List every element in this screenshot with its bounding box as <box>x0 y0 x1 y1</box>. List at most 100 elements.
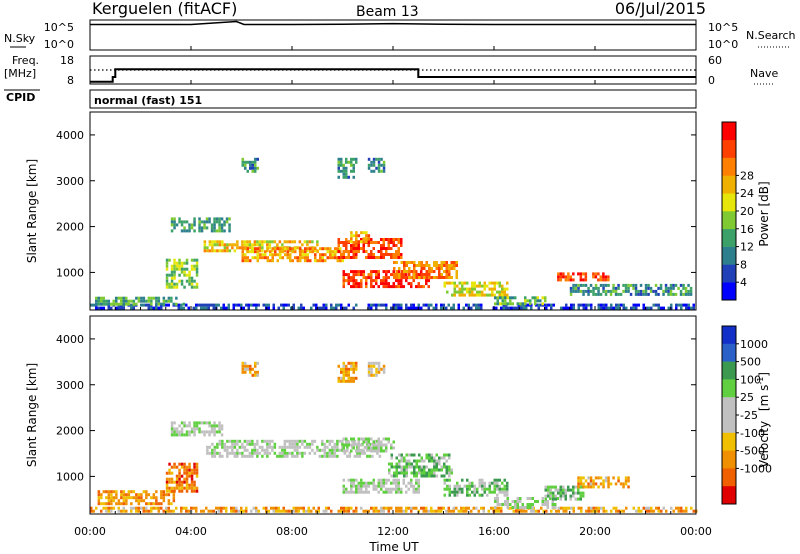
range-gate-cell <box>340 160 343 164</box>
range-gate-cell <box>430 267 433 270</box>
range-gate-cell <box>501 284 504 288</box>
range-gate-cell <box>218 442 222 446</box>
range-gate-cell <box>562 485 565 489</box>
range-gate-cell <box>559 485 562 489</box>
range-gate-cell <box>488 481 491 485</box>
range-gate-cell <box>245 509 248 513</box>
range-gate-cell <box>167 509 170 513</box>
range-gate-cell <box>347 506 350 510</box>
range-gate-cell <box>413 453 416 457</box>
range-gate-cell <box>377 370 381 374</box>
range-gate-cell <box>491 287 494 291</box>
range-gate-cell <box>231 451 234 455</box>
range-gate-cell <box>395 279 398 283</box>
range-gate-cell <box>217 506 220 510</box>
range-gate-cell <box>609 482 613 486</box>
range-gate-cell <box>220 509 223 513</box>
range-gate-cell <box>395 273 398 276</box>
range-gate-cell <box>337 250 340 253</box>
range-gate-cell <box>357 487 360 491</box>
range-gate-cell <box>347 373 350 377</box>
range-gate-cell <box>266 259 269 263</box>
range-gate-cell <box>244 163 247 167</box>
range-gate-cell <box>644 286 648 290</box>
range-gate-cell <box>313 451 317 455</box>
range-gate-cell <box>292 506 295 510</box>
range-gate-cell <box>261 445 264 449</box>
range-gate-cell <box>286 247 289 251</box>
range-gate-cell <box>420 267 423 270</box>
range-gate-cell <box>254 370 257 374</box>
range-gate-cell <box>365 437 368 441</box>
range-gate-cell <box>481 487 484 491</box>
range-gate-cell <box>597 289 600 293</box>
range-gate-cell <box>168 471 171 475</box>
range-gate-cell <box>331 454 334 458</box>
range-gate-cell <box>647 306 650 310</box>
range-gate-cell <box>352 306 355 310</box>
range-gate-cell <box>397 247 400 250</box>
range-gate-cell <box>400 509 403 513</box>
range-gate-cell <box>417 481 420 485</box>
range-gate-cell <box>637 292 640 296</box>
range-gate-cell <box>352 169 355 173</box>
range-gate-cell <box>378 454 382 458</box>
range-gate-cell <box>692 303 695 307</box>
range-gate-cell <box>165 258 169 262</box>
range-gate-cell <box>357 443 360 447</box>
range-gate-cell <box>433 471 436 475</box>
range-gate-cell <box>375 256 378 259</box>
range-gate-cell <box>405 471 408 475</box>
range-gate-cell <box>356 454 359 458</box>
range-gate-cell <box>501 487 504 491</box>
range-gate-cell <box>288 442 292 446</box>
range-gate-cell <box>347 276 350 280</box>
range-gate-cell <box>175 483 179 487</box>
range-gate-cell <box>577 303 580 307</box>
range-gate-cell <box>272 306 275 310</box>
range-gate-cell <box>627 286 630 290</box>
range-gate-cell <box>370 285 373 289</box>
range-gate-cell <box>395 276 398 279</box>
range-gate-cell <box>233 445 237 449</box>
range-gate-cell <box>347 509 350 513</box>
range-gate-cell <box>428 471 431 475</box>
range-gate-cell <box>473 293 476 297</box>
range-gate-cell <box>220 229 224 233</box>
range-gate-cell <box>355 231 358 235</box>
range-gate-cell <box>627 283 630 287</box>
range-gate-cell <box>218 220 221 224</box>
range-gate-cell <box>218 421 221 425</box>
range-gate-cell <box>342 172 345 176</box>
range-gate-cell <box>667 286 670 290</box>
range-gate-cell <box>140 303 143 307</box>
range-gate-cell <box>415 306 418 310</box>
range-gate-cell <box>185 471 189 475</box>
range-gate-cell <box>306 442 309 446</box>
range-gate-cell <box>266 439 269 443</box>
range-gate-cell <box>367 276 370 280</box>
range-gate-cell <box>448 270 451 273</box>
range-gate-cell <box>249 364 252 368</box>
range-gate-cell <box>244 361 247 365</box>
range-gate-cell <box>592 275 595 279</box>
range-gate-cell <box>301 250 304 254</box>
range-gate-cell <box>117 499 121 503</box>
range-gate-cell <box>185 220 189 224</box>
range-gate-cell <box>662 292 665 296</box>
range-gate-cell <box>357 273 360 277</box>
range-gate-cell <box>435 303 438 307</box>
range-gate-cell <box>650 506 653 510</box>
range-gate-cell <box>664 289 668 293</box>
range-gate-cell <box>241 247 244 251</box>
range-gate-cell <box>347 240 351 244</box>
range-gate-cell <box>180 506 183 510</box>
range-gate-cell <box>195 267 199 271</box>
range-gate-cell <box>225 306 228 310</box>
range-gate-cell <box>584 289 588 293</box>
range-gate-cell <box>279 250 282 254</box>
range-gate-cell <box>585 509 588 513</box>
range-gate-cell <box>183 220 186 224</box>
range-gate-cell <box>350 157 353 161</box>
range-gate-cell <box>500 509 503 513</box>
